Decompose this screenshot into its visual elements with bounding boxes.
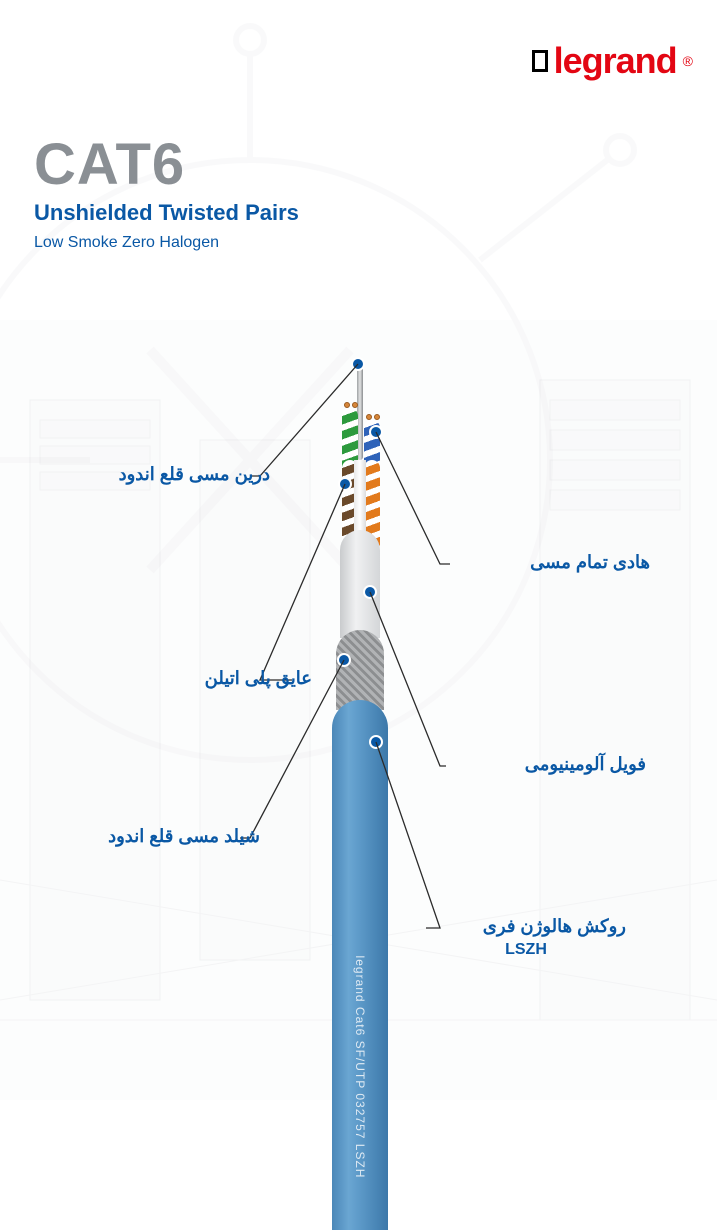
- callout-text: شیلد مسی قلع اندود: [108, 826, 260, 846]
- conductor-tip: [352, 402, 358, 408]
- callout-text: روکش هالوژن فری: [483, 916, 626, 936]
- callout-label-drain: درین مسی قلع اندود: [70, 464, 270, 485]
- callout-label-foil: فویل آلومینیومی: [446, 754, 646, 775]
- brand-logo-text: legrand: [554, 40, 677, 82]
- callout-label-braid: شیلد مسی قلع اندود: [60, 826, 260, 847]
- cable-braid: [336, 630, 384, 710]
- cable-illustration: legrand Cat6 SF/UTP 032757 LSZH: [320, 400, 400, 1230]
- cable-foil: [340, 530, 380, 638]
- cable-cross-filler: [354, 460, 366, 540]
- page-title: CAT6: [34, 136, 299, 194]
- callout-text: عایق پلی اتیلن: [205, 668, 312, 688]
- callout-label-insulation: عایق پلی اتیلن: [112, 668, 312, 689]
- brand-logo: legrand ®: [532, 40, 693, 82]
- conductor-tip: [374, 414, 380, 420]
- title-block: CAT6 Unshielded Twisted Pairs Low Smoke …: [34, 136, 299, 252]
- callout-text: فویل آلومینیومی: [525, 754, 646, 774]
- page-subtitle: Unshielded Twisted Pairs: [34, 200, 299, 226]
- brand-logo-icon: [532, 50, 548, 72]
- callout-text: هادی تمام مسی: [530, 552, 650, 572]
- page-subtitle2: Low Smoke Zero Halogen: [34, 234, 299, 252]
- callout-label-conductor: هادی تمام مسی: [450, 552, 650, 573]
- callout-subtext: LSZH: [426, 941, 626, 959]
- brand-logo-reg: ®: [683, 53, 693, 69]
- callout-text: درین مسی قلع اندود: [119, 464, 270, 484]
- callout-label-jacket: روکش هالوژن فری LSZH: [426, 916, 626, 959]
- cable-jacket-print: legrand Cat6 SF/UTP 032757 LSZH: [353, 956, 367, 1179]
- cable-jacket: legrand Cat6 SF/UTP 032757 LSZH: [332, 700, 388, 1230]
